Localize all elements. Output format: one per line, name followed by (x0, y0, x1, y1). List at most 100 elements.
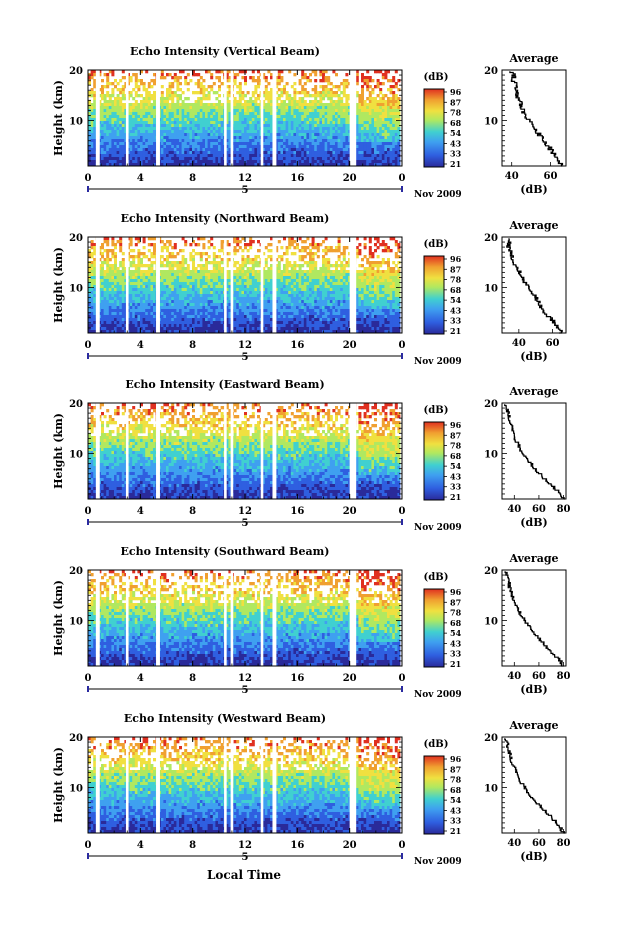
x-tick-label: 16 (290, 840, 304, 851)
profile-frame (501, 736, 567, 834)
colorbar-tick-label: 43 (450, 305, 462, 315)
profile-frame (501, 402, 567, 500)
profile-x-tick-label: 40 (507, 504, 521, 515)
data-gap (230, 70, 234, 166)
y-axis: 20 10 Height (km) (52, 733, 402, 834)
colorbar-tick-label: 21 (450, 326, 461, 336)
colorbar-tick-label: 68 (450, 618, 462, 628)
date-label: Nov 2009 (414, 857, 462, 867)
colorbar-tick-label: 54 (450, 295, 462, 305)
profile-frame (501, 569, 567, 667)
x-tick-label: 0 (399, 340, 406, 351)
y-tick-label: 20 (69, 66, 83, 77)
colorbar-tick-label: 78 (450, 441, 462, 451)
y-axis: 20 10 Height (km) (52, 66, 402, 167)
data-gap (156, 403, 160, 499)
profile-x-tick-label: 60 (532, 504, 546, 515)
profile-line (506, 238, 563, 334)
panel-title: Echo Intensity (Northward Beam) (121, 212, 330, 225)
colorbar-tick-label: 54 (450, 795, 462, 805)
data-gap (230, 737, 234, 833)
x-tick-label: 12 (238, 840, 252, 851)
x-tick-label: 8 (189, 173, 196, 184)
data-gap (349, 237, 357, 333)
x-tick-label: 8 (189, 340, 196, 351)
x-tick-label: 20 (343, 506, 357, 517)
data-gap (272, 237, 277, 333)
colorbar-tick-label: 87 (450, 264, 461, 274)
x-axis: 0 4 8 12 16 20 0 5 Nov 2009 (85, 237, 462, 367)
colorbar-tick-label: 33 (450, 649, 462, 659)
x-tick-label: 16 (290, 673, 304, 684)
x-tick-label: 0 (399, 173, 406, 184)
profile-frame (501, 236, 567, 334)
profile-x-tick-label: 40 (507, 671, 521, 682)
data-gap (95, 403, 100, 499)
colorbar-tick-label: 33 (450, 149, 462, 159)
x-axis: 0 4 8 12 16 20 0 5 Nov 2009 (85, 570, 462, 700)
panel-2: Echo Intensity (Northward Beam) 0 4 8 12 16 20… (52, 212, 567, 367)
colorbar-unit: (dB) (424, 239, 449, 250)
data-gap (349, 737, 357, 833)
profile-panel: Average 20 10 40 60(dB) (484, 52, 567, 196)
day-label: 5 (242, 852, 249, 863)
colorbar-unit: (dB) (424, 405, 449, 416)
x-tick-label: 12 (238, 340, 252, 351)
profile-x-tick-label: 80 (557, 504, 571, 515)
y-tick-label: 10 (69, 284, 83, 295)
x-tick-label: 4 (137, 673, 144, 684)
colorbar-unit: (dB) (424, 739, 449, 750)
profile-line (509, 71, 564, 167)
y-axis-label: Height (km) (52, 580, 65, 656)
colorbar-tick-label: 87 (450, 597, 461, 607)
data-gap (125, 237, 129, 333)
y-axis-label: Height (km) (52, 80, 65, 156)
data-gap (260, 737, 264, 833)
data-gap (224, 70, 227, 166)
profile-title: Average (508, 552, 558, 565)
colorbar-gradient (423, 755, 445, 835)
x-tick-label: 12 (238, 673, 252, 684)
colorbar-tick-label: 78 (450, 608, 462, 618)
colorbar-tick-label: 21 (450, 492, 461, 502)
x-tick-label: 4 (137, 506, 144, 517)
data-gap (230, 403, 234, 499)
data-gap (349, 70, 357, 166)
colorbar-tick-label: 78 (450, 775, 462, 785)
x-tick-label: 20 (343, 673, 357, 684)
x-tick-label: 16 (290, 340, 304, 351)
colorbar-gradient (423, 588, 445, 668)
heatmap-cells (88, 237, 401, 334)
data-gap (95, 70, 100, 166)
y-axis: 20 10 Height (km) (52, 399, 402, 500)
data-gap (95, 737, 100, 833)
colorbar-tick-label: 78 (450, 108, 462, 118)
data-gap (349, 403, 357, 499)
data-gap (272, 403, 277, 499)
y-tick-label: 20 (69, 233, 83, 244)
profile-frame (501, 69, 567, 167)
x-tick-label: 0 (85, 340, 92, 351)
data-gap (260, 237, 264, 333)
data-gap (224, 237, 227, 333)
profile-y-tick-label: 20 (484, 66, 498, 77)
date-label: Nov 2009 (414, 190, 462, 200)
profile-x-tick-label: 60 (532, 838, 546, 849)
data-gap (156, 570, 160, 666)
colorbar-tick-label: 87 (450, 97, 461, 107)
x-tick-label: 16 (290, 173, 304, 184)
data-gap (272, 737, 277, 833)
data-gap (230, 570, 234, 666)
x-tick-label: 0 (85, 173, 92, 184)
data-gap (156, 237, 160, 333)
profile-y-tick-label: 10 (484, 617, 498, 628)
profile-title: Average (508, 719, 558, 732)
profile-title: Average (508, 52, 558, 65)
y-tick-label: 10 (69, 450, 83, 461)
y-axis-label: Height (km) (52, 413, 65, 489)
data-gap (156, 737, 160, 833)
